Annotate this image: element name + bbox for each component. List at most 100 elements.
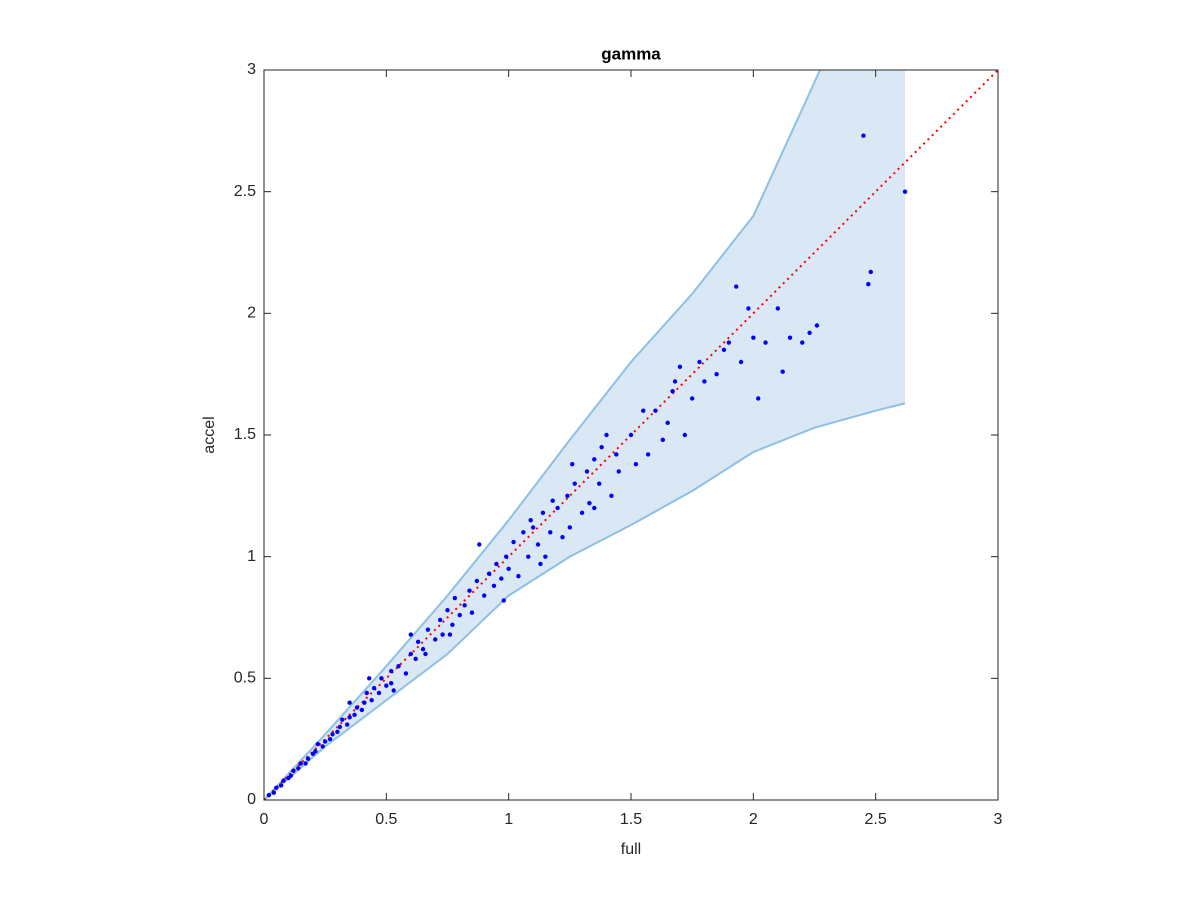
point [866,281,871,287]
y-tick-label: 3 [247,61,256,78]
point [474,578,480,584]
x-tick-label: 2.5 [865,811,887,828]
point [389,668,394,674]
point [633,462,639,467]
point [362,700,367,705]
point [787,335,793,340]
point [511,539,516,545]
point [641,408,646,413]
point [389,681,394,686]
point [526,554,531,559]
x-axis-label: full [621,841,641,858]
point [369,698,374,703]
point [868,269,873,275]
point [616,469,621,474]
point [396,663,401,669]
point [340,717,345,722]
point [288,773,294,778]
point [738,359,744,365]
x-tick-label: 3 [994,811,1003,828]
point [800,340,805,345]
y-tick-label: 0.5 [234,670,256,687]
band-edge [264,402,906,800]
y-tick-label: 1.5 [234,426,256,443]
point [521,530,526,535]
point [376,690,382,696]
point [344,722,350,727]
point [278,783,284,788]
point [780,369,785,374]
point [506,566,511,572]
point [403,671,409,676]
point [702,379,707,384]
point [423,651,428,657]
point [530,525,536,530]
point [587,500,592,506]
point [486,571,492,576]
point [814,323,820,328]
point [491,583,497,589]
point [420,646,426,652]
point [352,712,357,718]
point [413,656,418,662]
point [548,530,553,535]
point [322,739,328,744]
point [266,792,272,798]
point [433,637,438,642]
point [298,761,303,766]
y-tick-label: 1 [247,548,256,565]
point [408,632,413,637]
point [384,683,389,688]
point [450,622,455,627]
point [670,389,675,394]
point [714,371,719,377]
point [540,510,546,516]
point [628,432,634,438]
point [528,517,533,523]
point [408,651,413,657]
y-axis-label: accel [201,416,218,453]
point [391,688,396,693]
point [379,676,384,681]
point [726,340,732,345]
point [462,603,467,608]
y-tick-label: 2.5 [234,183,256,200]
point [504,554,509,559]
x-tick-label: 2 [749,811,758,828]
point [469,610,475,615]
point [902,189,908,194]
point [677,364,683,370]
point [347,700,352,705]
point [303,761,308,766]
plot-area [264,70,998,800]
point [305,756,311,761]
point [281,778,286,783]
point [467,588,472,593]
y-tick-label: 0 [247,791,256,808]
point [447,632,453,637]
point [543,554,548,559]
point [440,632,445,637]
point [570,462,575,467]
point [751,335,756,340]
point [599,444,604,450]
point [653,408,658,413]
y-tick-label: 2 [247,305,256,322]
point [291,768,296,773]
point [604,432,609,438]
point [645,452,651,457]
point [482,593,487,598]
point [315,741,321,747]
point [330,732,335,737]
point [364,690,369,696]
x-tick-label: 1.5 [620,811,642,828]
point [560,535,565,540]
x-tick-label: 1 [504,811,513,828]
band-edge [264,70,822,800]
point [565,493,570,499]
point [596,481,602,486]
point [614,452,619,457]
point [445,608,450,613]
